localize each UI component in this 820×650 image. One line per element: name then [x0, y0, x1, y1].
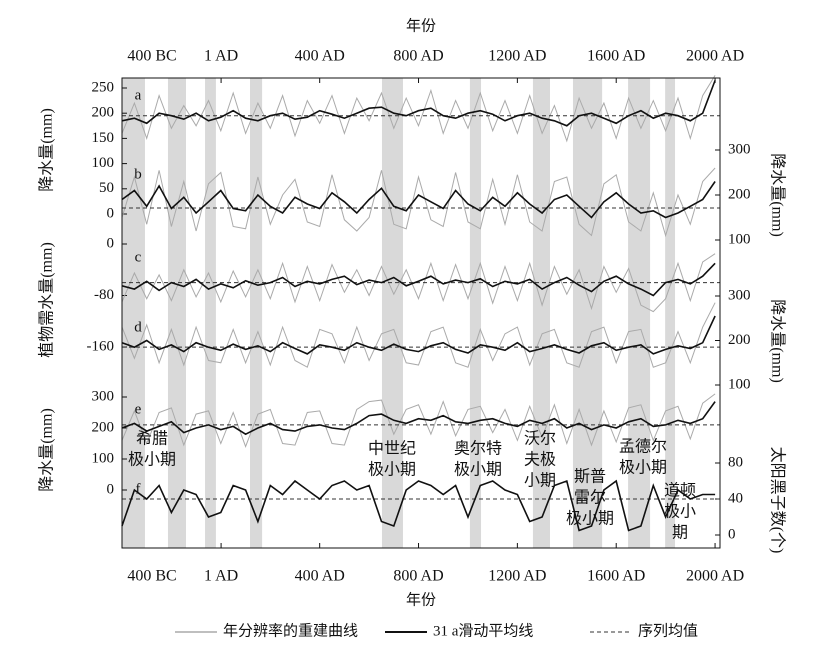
- x-tick-label: 1600 AD: [587, 48, 645, 65]
- y-tick-label: 0: [107, 205, 115, 221]
- x-tick-label: 2000 AD: [686, 568, 744, 585]
- y-axis-title: 降水量(mm): [38, 408, 56, 492]
- y-tick-label: 300: [92, 388, 115, 404]
- y-axis-title: 降水量(mm): [768, 153, 786, 237]
- x-axis-title-top: 年份: [406, 17, 436, 34]
- y-tick-label: 100: [728, 231, 751, 247]
- legend-label: 31 a滑动平均线: [433, 622, 533, 639]
- x-tick-label: 1 AD: [204, 48, 238, 65]
- y-tick-label: 200: [728, 186, 751, 202]
- series-label: d: [134, 319, 142, 335]
- y-tick-label: 300: [728, 287, 751, 303]
- series-label: c: [135, 249, 142, 265]
- period-label: 极小: [664, 503, 696, 521]
- period-band: [122, 78, 145, 548]
- x-tick-label: 400 AD: [295, 48, 345, 65]
- period-label: 期: [672, 524, 688, 542]
- series-label: b: [134, 166, 142, 182]
- period-label: 极小期: [566, 510, 614, 528]
- period-label: 孟德尔: [619, 438, 667, 456]
- period-band: [572, 78, 603, 548]
- raw-line: [121, 253, 716, 313]
- period-label: 极小期: [454, 461, 502, 479]
- smooth-line: [121, 401, 716, 436]
- period-label: 极小期: [368, 461, 416, 479]
- y-tick-label: 0: [728, 526, 736, 542]
- period-label: 中世纪: [368, 440, 416, 458]
- period-label: 小期: [524, 472, 556, 490]
- period-label: 斯普: [574, 468, 606, 486]
- legend-label: 年分辨率的重建曲线: [223, 622, 358, 639]
- y-tick-label: 200: [92, 419, 115, 435]
- x-tick-label: 1 AD: [204, 568, 238, 585]
- period-label: 极小期: [128, 451, 176, 469]
- y-tick-label: 150: [92, 130, 115, 146]
- period-label: 夫极: [524, 451, 556, 469]
- x-tick-label: 400 AD: [295, 568, 345, 585]
- period-band: [167, 78, 187, 548]
- y-tick-label: -80: [94, 287, 114, 303]
- y-tick-label: 300: [728, 141, 751, 157]
- smooth-line: [121, 315, 716, 355]
- y-tick-label: 40: [728, 490, 743, 506]
- period-label: 极小期: [619, 459, 667, 477]
- period-label: 雷尔: [574, 489, 606, 507]
- period-label: 道顿: [664, 482, 696, 500]
- x-tick-label: 1600 AD: [587, 568, 645, 585]
- smooth-line: [121, 181, 716, 219]
- plot-frame: [121, 77, 721, 549]
- y-tick-label: 200: [92, 105, 115, 121]
- period-band: [628, 78, 651, 548]
- x-tick-label: 1200 AD: [488, 568, 546, 585]
- y-axis-title: 降水量(mm): [38, 108, 56, 192]
- x-axis-title-bottom: 年份: [406, 591, 436, 608]
- y-tick-label: 0: [107, 235, 115, 251]
- series-label: f: [136, 481, 141, 497]
- smooth-line: [121, 80, 716, 127]
- y-tick-label: 100: [728, 376, 751, 392]
- series-label: e: [135, 401, 142, 417]
- period-label: 奥尔特: [454, 440, 502, 458]
- period-band: [532, 78, 550, 548]
- x-tick-label: 1200 AD: [488, 48, 546, 65]
- raw-line: [121, 393, 716, 449]
- y-tick-label: 250: [92, 79, 115, 95]
- period-label: 希腊: [136, 430, 168, 448]
- period-band: [205, 78, 216, 548]
- period-band: [665, 78, 676, 548]
- smooth-line: [121, 479, 716, 532]
- legend-label: 序列均值: [638, 622, 698, 639]
- x-tick-label: 800 AD: [393, 48, 443, 65]
- period-band: [250, 78, 263, 548]
- raw-line: [121, 75, 716, 143]
- y-tick-label: 100: [92, 450, 115, 466]
- period-label: 沃尔: [524, 430, 556, 448]
- y-tick-label: 50: [99, 180, 114, 196]
- y-tick-label: -160: [87, 338, 115, 354]
- y-axis-title: 太阳黑子数(个): [768, 447, 786, 554]
- x-tick-label: 800 AD: [393, 568, 443, 585]
- x-tick-label: 400 BC: [127, 48, 176, 65]
- x-tick-label: 400 BC: [127, 568, 176, 585]
- period-band: [469, 78, 482, 548]
- y-tick-label: 100: [92, 155, 115, 171]
- y-axis-title: 降水量(mm): [768, 299, 786, 383]
- raw-line: [121, 302, 716, 368]
- series-label: a: [135, 87, 142, 103]
- smooth-line: [121, 262, 716, 297]
- y-tick-label: 80: [728, 454, 743, 470]
- raw-line: [121, 167, 716, 238]
- x-tick-label: 2000 AD: [686, 48, 744, 65]
- y-tick-label: 200: [728, 332, 751, 348]
- y-axis-title: 植物需水量(mm): [38, 242, 56, 358]
- y-tick-label: 0: [107, 481, 115, 497]
